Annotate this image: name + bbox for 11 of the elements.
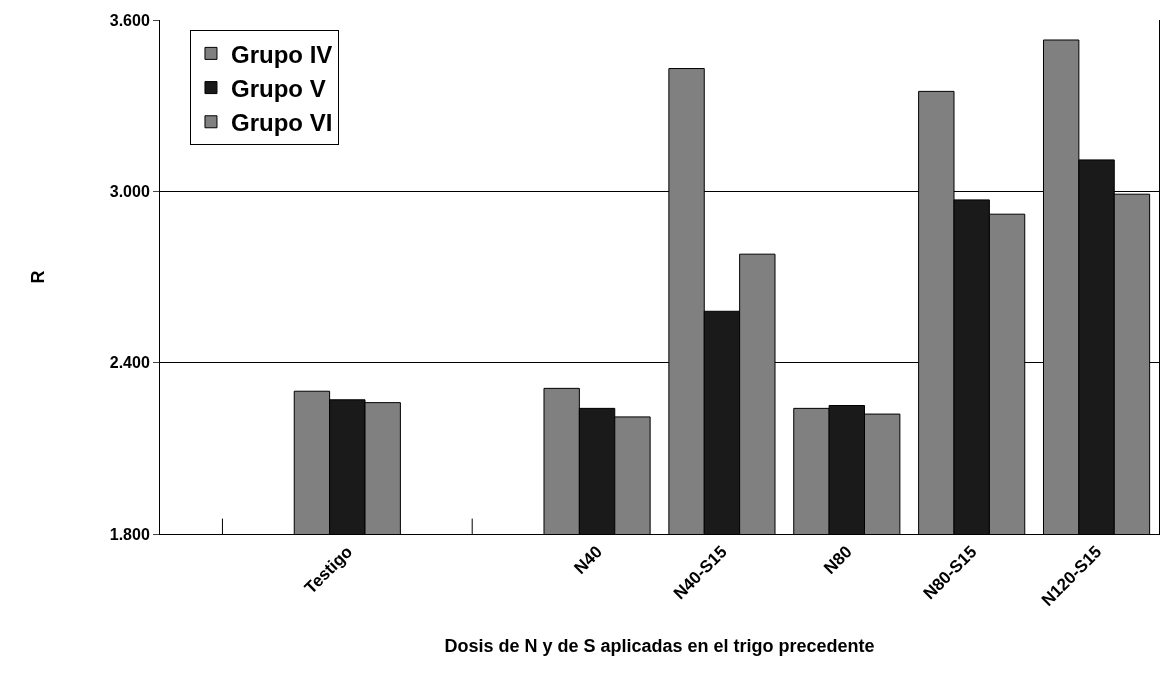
legend-label: Grupo V [230,74,326,102]
x-tick-label: N40 [570,542,606,578]
x-axis-title: Dosis de N y de S aplicadas en el trigo precedente [444,635,875,656]
y-tick-label: 3.000 [109,182,150,200]
legend-label: Grupo VI [230,109,333,137]
x-tick-label: N80 [820,542,856,578]
y-tick-label: 1.800 [109,525,150,543]
y-tick-label: 2.400 [109,354,150,372]
y-axis-title: R [27,270,48,284]
legend-label: Grupo IV [230,40,333,68]
y-tick-label: 3.600 [109,11,150,29]
